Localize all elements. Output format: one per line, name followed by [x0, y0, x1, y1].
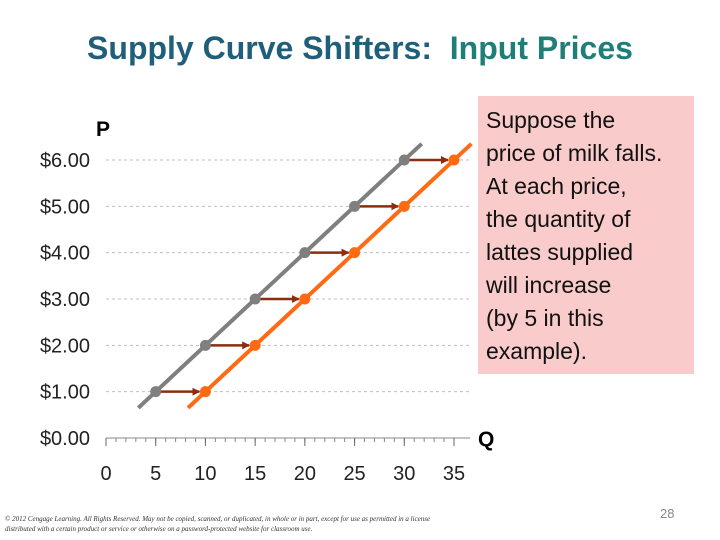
title-part2: Input Prices: [449, 30, 633, 66]
x-tick-label: 30: [393, 463, 415, 485]
callout-line: (by 5 in this: [486, 305, 604, 331]
new-supply-point: [199, 386, 211, 398]
callout-line: price of milk falls.: [486, 140, 663, 166]
new-supply-point: [299, 293, 311, 305]
original-supply-point: [299, 247, 311, 259]
x-tick-label: 15: [244, 463, 266, 485]
y-tick-label: $5.00: [40, 196, 90, 218]
callout-line: At each price,: [486, 173, 627, 199]
explanation-callout: Suppose the price of milk falls. At each p…: [478, 96, 694, 374]
new-supply-point: [398, 200, 410, 212]
callout-line: the quantity of: [486, 206, 631, 232]
x-tick-label: 5: [150, 463, 161, 485]
original-supply-point: [349, 200, 361, 212]
callout-line: Suppose the: [486, 107, 616, 133]
new-supply-point: [349, 247, 361, 259]
y-tick-label: $3.00: [40, 289, 90, 311]
x-axis-letter: Q: [478, 428, 495, 451]
original-supply-point: [150, 386, 162, 398]
original-supply-point: [398, 154, 410, 166]
y-axis-letter: P: [96, 118, 111, 141]
x-tick-label: 0: [100, 463, 111, 485]
x-tick-label: 35: [443, 463, 465, 485]
new-supply-line: [186, 142, 473, 410]
page-number: 28: [660, 506, 675, 521]
original-supply-line: [136, 142, 424, 410]
x-tick-label: 10: [194, 463, 216, 485]
new-supply-point: [249, 339, 261, 351]
x-tick-label: 20: [294, 463, 316, 485]
new-supply-point: [448, 154, 460, 166]
callout-line: will increase: [486, 272, 612, 298]
x-tick-label: 25: [343, 463, 365, 485]
y-tick-label: $0.00: [40, 428, 90, 450]
callout-line: example).: [486, 338, 587, 364]
callout-line: lattes supplied: [486, 239, 634, 265]
copyright-footer: © 2012 Cengage Learning. All Rights Rese…: [5, 515, 431, 533]
y-tick-label: $2.00: [40, 335, 90, 357]
y-tick-label: $6.00: [40, 150, 90, 172]
original-supply-point: [249, 293, 261, 305]
y-tick-label: $4.00: [40, 243, 90, 265]
title-part1: Supply Curve Shifters:: [87, 30, 450, 66]
y-tick-label: $1.00: [40, 382, 90, 404]
original-supply-point: [199, 339, 211, 351]
slide-title: Supply Curve Shifters: Input Prices: [0, 30, 720, 67]
